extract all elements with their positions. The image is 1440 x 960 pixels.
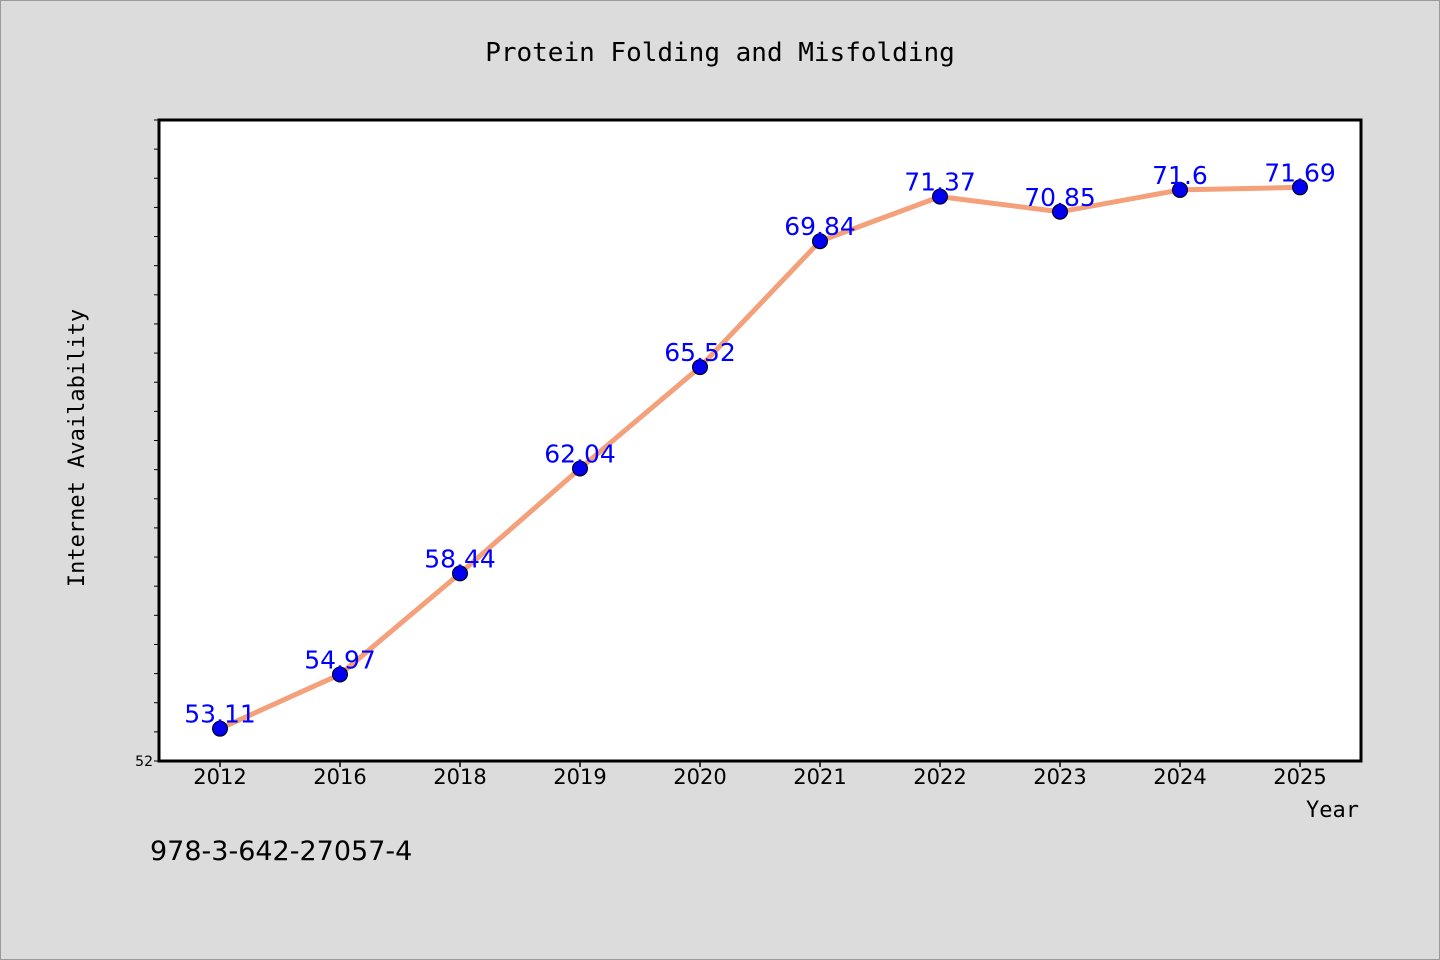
data-label: 71.37 (904, 168, 976, 197)
data-point (1052, 203, 1068, 220)
x-axis-label: Year (1306, 798, 1359, 823)
data-label: 53.11 (184, 700, 256, 729)
plot-border (157, 118, 1363, 763)
data-label: 58.44 (424, 544, 496, 573)
series-line (217, 184, 1303, 732)
data-label: 71.6 (1152, 161, 1208, 190)
data-point (332, 666, 348, 683)
data-markers (212, 179, 1308, 737)
data-point (212, 720, 228, 737)
data-point (692, 359, 708, 376)
x-axis-ticks: 2012 2016 2018 2019 2020 2021 2022 2023 2024 2025 (193, 761, 1327, 789)
x-tick-label: 2023 (1033, 765, 1086, 789)
isbn-label: 978-3-642-27057-4 (150, 836, 413, 867)
data-point (1172, 181, 1188, 198)
data-point (572, 460, 588, 477)
y-tick-label: 52 (135, 754, 153, 770)
chart-title: Protein Folding and Misfolding (485, 38, 955, 68)
data-point (812, 233, 828, 250)
data-label: 54.97 (304, 645, 376, 674)
x-tick-label: 2019 (553, 765, 606, 789)
plot-area (159, 120, 1361, 761)
x-tick-label: 2018 (433, 765, 486, 789)
x-tick-label: 2016 (313, 765, 366, 789)
y-axis-ticks: 52 (135, 119, 159, 770)
y-axis-label: Internet Availability (65, 309, 90, 587)
data-label: 65.52 (664, 338, 736, 367)
x-tick-label: 2022 (913, 765, 966, 789)
x-tick-label: 2024 (1153, 765, 1206, 789)
data-labels: 53.11 54.97 58.44 62.04 65.52 69.84 71.37 70.85… (184, 158, 1336, 728)
x-tick-label: 2020 (673, 765, 726, 789)
data-point (932, 188, 948, 205)
x-tick-label: 2025 (1273, 765, 1326, 789)
data-label: 71.69 (1264, 158, 1336, 187)
x-tick-label: 2021 (793, 765, 846, 789)
data-label: 69.84 (784, 212, 856, 241)
data-label: 70.85 (1024, 183, 1096, 212)
data-label: 62.04 (544, 439, 616, 468)
x-tick-label: 2012 (193, 765, 246, 789)
data-point (452, 565, 468, 582)
data-point (1292, 179, 1308, 196)
